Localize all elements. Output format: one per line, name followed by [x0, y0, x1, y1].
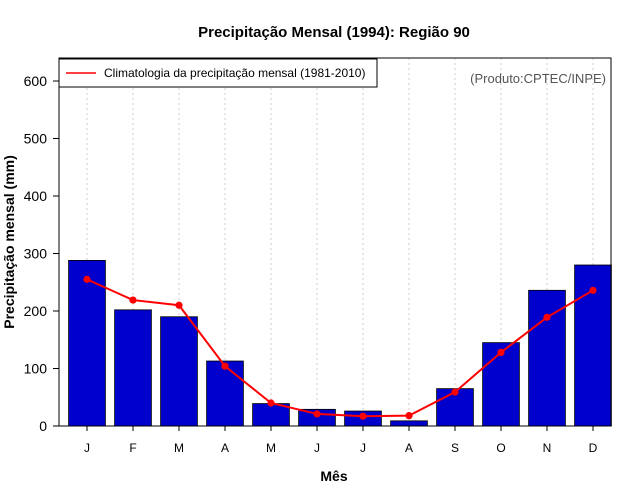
climatology-line [83, 275, 597, 420]
legend: Climatologia da precipitação mensal (198… [58, 58, 378, 88]
climatology-point-9 [451, 388, 459, 396]
bar-10 [482, 342, 520, 427]
x-tick-label-4: A [221, 441, 229, 455]
x-tick-label-3: M [174, 441, 184, 455]
climatology-point-10 [497, 348, 505, 356]
climatology-point-6 [313, 410, 321, 418]
y-tick-label-0: 0 [39, 418, 47, 434]
climatology-point-11 [543, 313, 551, 321]
y-axis: 0 100 200 300 400 500 600 [24, 73, 59, 434]
x-tick-label-8: A [405, 441, 413, 455]
bar-1 [68, 259, 106, 427]
y-tick-label-400: 400 [24, 188, 48, 204]
y-tick-label-500: 500 [24, 131, 48, 147]
x-tick-label-1: J [84, 441, 90, 455]
chart-title: Precipitação Mensal (1994): Região 90 [198, 24, 470, 41]
x-tick-label-10: O [496, 441, 505, 455]
y-tick-label-100: 100 [24, 361, 48, 377]
bar-2 [114, 309, 152, 427]
legend-box [58, 58, 378, 88]
bar-3 [160, 316, 198, 427]
bar-11 [528, 289, 566, 427]
credit-label: (Produto:CPTEC/INPE) [470, 71, 606, 86]
y-axis-label: Precipitação mensal (mm) [1, 155, 17, 329]
x-tick-label-12: D [589, 441, 598, 455]
y-tick-label-600: 600 [24, 73, 48, 89]
climatology-point-8 [405, 412, 413, 420]
bar-9 [436, 388, 474, 427]
x-tick-label-5: M [266, 441, 276, 455]
climatology-point-4 [221, 362, 229, 370]
bar-8 [390, 420, 428, 427]
x-tick-label-7: J [360, 441, 366, 455]
y-tick-label-200: 200 [24, 303, 48, 319]
climatology-point-5 [267, 399, 275, 407]
x-axis-label: Mês [320, 468, 347, 484]
climatology-point-12 [589, 286, 597, 294]
climatology-point-3 [175, 301, 183, 309]
x-tick-label-9: S [451, 441, 459, 455]
climatology-point-2 [129, 296, 137, 304]
x-tick-label-2: F [129, 441, 136, 455]
climatology-point-1 [83, 275, 91, 283]
x-tick-label-11: N [543, 441, 552, 455]
bar-4 [206, 360, 244, 427]
climatology-point-7 [359, 412, 367, 420]
legend-label: Climatologia da precipitação mensal (198… [104, 66, 365, 80]
x-tick-label-6: J [314, 441, 320, 455]
climatology-polyline [86, 278, 594, 418]
y-tick-label-300: 300 [24, 246, 48, 262]
bars [68, 259, 612, 427]
plot-frame [58, 57, 612, 427]
